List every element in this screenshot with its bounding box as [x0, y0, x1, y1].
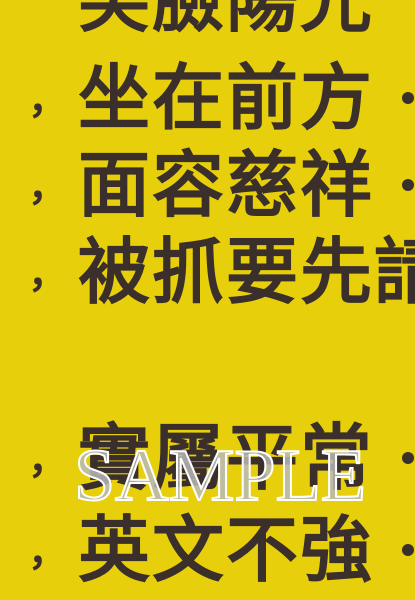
line-row: ， 被抓要先請 — [0, 232, 415, 312]
phrase-text: 面容慈祥 — [78, 143, 375, 227]
bullet-dot — [402, 452, 414, 464]
phrase-text: 實屬平常 — [78, 416, 375, 500]
sample-watermark-graphic: SAMPLE — [73, 434, 367, 516]
comma-mark: ， — [28, 251, 68, 297]
line-row: ， 英文不強 — [0, 510, 415, 590]
bullet-dot — [402, 179, 414, 191]
sample-watermark: SAMPLE — [40, 430, 400, 516]
line-row: ， 坐在前方 — [0, 58, 415, 138]
phrase-text: 英文不強 — [78, 508, 375, 592]
phrase-text: 坐在前方 — [78, 56, 375, 140]
bullet-dot — [402, 544, 414, 556]
bullet-dot — [402, 92, 414, 104]
phrase-text: 笑臉陽光 — [78, 0, 375, 42]
comma-mark: ， — [28, 77, 68, 123]
line-row: ， 面容慈祥 — [0, 145, 415, 225]
line-row: 笑臉陽光 — [0, 0, 415, 40]
comma-mark: ， — [28, 164, 68, 210]
watermark-text: SAMPLE — [74, 435, 366, 516]
comma-mark: ， — [28, 529, 68, 575]
comma-mark: ， — [28, 437, 68, 483]
line-row: ， 實屬平常 — [0, 418, 415, 498]
phrase-text: 被抓要先請 — [78, 230, 415, 314]
